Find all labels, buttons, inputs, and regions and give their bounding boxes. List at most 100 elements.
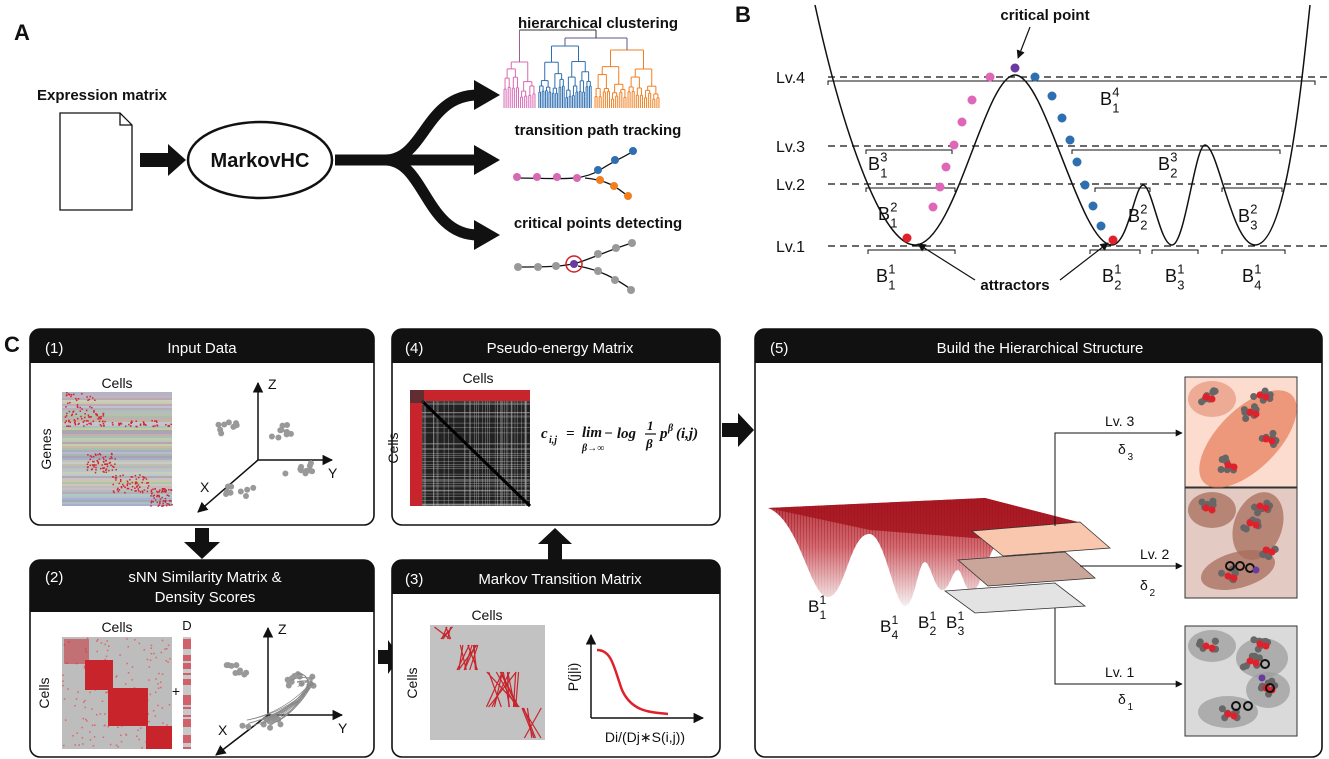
heatmap-cell [81, 727, 83, 729]
pointer [1060, 243, 1108, 280]
density-bar [183, 733, 191, 735]
heatmap-cell [100, 713, 102, 715]
heatmap-cell [70, 422, 72, 424]
basin-label-sup: 4 [1112, 84, 1119, 99]
point [243, 493, 249, 499]
heatmap-cell [163, 505, 165, 507]
basin-label-sup: 2 [890, 199, 897, 214]
point [279, 427, 285, 433]
point [1218, 570, 1225, 577]
heatmap-cell [88, 462, 90, 464]
heatmap-cell [105, 456, 107, 458]
path-dot [552, 262, 560, 270]
heatmap-cell [119, 424, 121, 426]
density-bar [183, 715, 191, 717]
heatmap-cell [65, 719, 67, 721]
point [216, 422, 222, 428]
heatmap-cell [166, 505, 168, 507]
heatmap-cell [103, 413, 105, 415]
basin-label-sub: 1 [888, 278, 895, 293]
heatmap-cell [96, 651, 98, 653]
density-bar [183, 701, 191, 703]
basin-label-sub: 1 [1112, 101, 1119, 116]
heatmap-row [62, 404, 172, 406]
heatmap-cell [147, 487, 149, 489]
heatmap-cell [135, 482, 137, 484]
heatmap-cell [106, 656, 108, 658]
heatmap-cell [161, 491, 163, 493]
heatmap-cell [169, 500, 171, 502]
heatmap-row [62, 438, 172, 440]
critical-point [1259, 675, 1266, 682]
attractor-point [1257, 392, 1264, 399]
heatmap-cell [120, 479, 122, 481]
density-bar [183, 703, 191, 705]
heatmap-cell [83, 421, 85, 423]
heatmap-cell [103, 461, 105, 463]
point [232, 670, 238, 676]
heatmap-cell [92, 397, 94, 399]
heatmap-row [62, 466, 172, 468]
density-bar [183, 697, 191, 699]
heatmap-cell [158, 495, 160, 497]
heatmap-cell [112, 484, 114, 486]
basin-bracket [1222, 250, 1285, 254]
heatmap-cell [171, 490, 173, 492]
density-bar [183, 657, 191, 659]
heatmap-cell [143, 422, 145, 424]
point [275, 434, 281, 440]
point [243, 670, 249, 676]
point [238, 488, 244, 494]
heatmap-cell [83, 702, 85, 704]
heatmap-cell [170, 424, 172, 426]
point [234, 422, 240, 428]
heatmap-cell [151, 492, 153, 494]
density-bar [183, 669, 191, 671]
heatmap-cell [168, 503, 170, 505]
density-bar [183, 665, 191, 667]
heatmap-row [62, 436, 172, 438]
density-bar [183, 699, 191, 701]
heatmap-cell [162, 707, 164, 709]
density-bar [183, 687, 191, 689]
heatmap-cell [136, 478, 138, 480]
heatmap-cell [166, 660, 168, 662]
density-bar [183, 711, 191, 713]
heatmap-cell [84, 667, 86, 669]
heatmap-cell [89, 406, 91, 408]
point [245, 724, 251, 730]
heatmap-row [62, 406, 172, 408]
basin-label-base: B [1100, 89, 1112, 109]
heatmap-cell [105, 692, 107, 694]
step-title: Input Data [167, 340, 237, 357]
attractor-point [1203, 505, 1210, 512]
heatmap-cell [95, 467, 97, 469]
heatmap-cell [87, 466, 89, 468]
basin-label-base: B [1238, 206, 1250, 226]
level-delta-base: δ [1118, 441, 1126, 457]
heatmap-cell [108, 645, 110, 647]
density-bar [183, 643, 191, 645]
basin-label-sup: 1 [820, 593, 827, 607]
heatmap-cell [84, 420, 86, 422]
basin-label-sup: 1 [892, 613, 899, 627]
basin-label-sup: 2 [1140, 201, 1147, 216]
heatmap-cell [82, 737, 84, 739]
heatmap-cell [130, 422, 132, 424]
heatmap-cell [101, 642, 103, 644]
heatmap-row [62, 402, 172, 404]
heatmap-cell [157, 502, 159, 504]
basin-label-base: B [918, 613, 929, 632]
formula: c [541, 426, 548, 442]
heatmap-cell [159, 489, 161, 491]
point [218, 430, 224, 436]
axis-label: X [200, 479, 210, 495]
heatmap-cell [97, 418, 99, 420]
heatmap-row [62, 452, 172, 454]
attractor-point [1263, 394, 1270, 401]
heatmap-cell [160, 687, 162, 689]
level-delta-sub: 2 [1150, 588, 1156, 599]
heatmap-cell [118, 491, 120, 493]
heatmap-cell [159, 504, 161, 506]
heatmap-cell [117, 488, 119, 490]
